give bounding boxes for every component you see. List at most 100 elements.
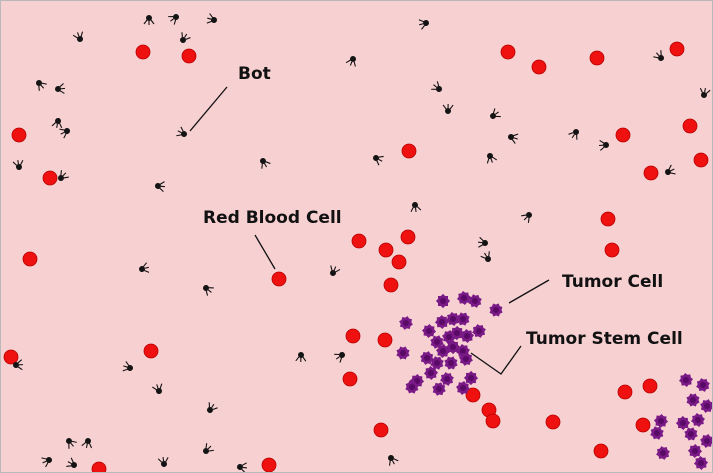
red-blood-cell-icon xyxy=(617,384,633,400)
bot-icon xyxy=(373,155,384,166)
red-blood-cell-icon xyxy=(400,229,416,245)
bot-icon xyxy=(207,402,218,413)
bot-icon xyxy=(237,462,248,472)
tumor-cell-icon xyxy=(650,426,664,440)
bot-icon xyxy=(13,359,24,371)
bot-icon xyxy=(206,13,217,24)
red-blood-cell-icon xyxy=(135,44,151,60)
red-blood-cell-icon xyxy=(377,332,393,348)
red-blood-cell-icon xyxy=(643,165,659,181)
red-blood-cell-icon xyxy=(600,211,616,227)
tumor-cell-icon xyxy=(700,434,712,448)
bot-icon xyxy=(152,383,163,394)
tumor-cell-icon xyxy=(656,446,670,460)
annotation-lines xyxy=(189,86,550,375)
bot-icon xyxy=(442,103,454,114)
bot-pointer-line xyxy=(189,86,228,132)
bot-icon xyxy=(260,158,271,169)
bot-icon xyxy=(180,32,191,43)
tumor-cell-icon xyxy=(463,370,479,386)
tumor-cell-layer xyxy=(396,290,712,471)
red-blood-cell-icon xyxy=(91,461,107,472)
red-blood-cell-icon xyxy=(383,277,399,293)
tumor-cell-icon xyxy=(456,312,470,326)
tumor-cell-icon xyxy=(421,323,437,339)
tumor-cell-icon xyxy=(686,393,700,407)
red-blood-cell-icon xyxy=(271,271,287,287)
tumor-cell-icon xyxy=(432,382,446,396)
bot-icon xyxy=(568,129,579,140)
bot-icon xyxy=(345,56,356,67)
bot-icon xyxy=(139,262,150,273)
tumor-cell-icon xyxy=(434,314,450,330)
tumor-cell-icon xyxy=(472,324,486,338)
red-blood-cell-icon xyxy=(682,118,698,134)
tumor-cell-icon xyxy=(445,339,461,355)
tumor-cell-icon xyxy=(693,455,709,471)
tumor-cell-icon xyxy=(405,380,419,394)
tumor-cell-icon xyxy=(396,346,410,360)
tumor-cell-icon xyxy=(430,356,444,370)
tumor-cell-icon xyxy=(399,316,413,330)
tumor-cell-icon xyxy=(653,413,669,429)
tumor-stem-cell-pointer-line xyxy=(470,345,522,375)
red-blood-cell-icon xyxy=(604,242,620,258)
bot-icon xyxy=(598,139,609,151)
red-blood-cell-icon xyxy=(342,371,358,387)
bot-icon xyxy=(410,202,422,212)
tumor-cell-icon xyxy=(459,352,473,366)
tumor-cell-pointer-line xyxy=(508,279,550,304)
red-blood-cell-icon xyxy=(465,387,481,403)
bot-icon xyxy=(477,236,488,248)
bot-icon xyxy=(508,133,519,144)
bot-icon xyxy=(72,31,84,42)
bot-icon xyxy=(59,128,70,139)
tumor-cell-icon xyxy=(489,303,503,317)
tumor-cell-icon xyxy=(456,290,472,306)
red-blood-cell-icon xyxy=(373,422,389,438)
red-blood-cell-icon xyxy=(378,242,394,258)
bot-icon xyxy=(699,87,711,98)
tumor-cell-icon xyxy=(691,413,705,427)
tumor-cell-label: Tumor Cell xyxy=(562,272,664,292)
tumor-cell-icon xyxy=(678,372,694,388)
red-blood-cell-icon xyxy=(401,143,417,159)
bot-icon xyxy=(41,457,52,468)
bot-icon xyxy=(51,118,63,129)
bot-icon xyxy=(66,438,77,449)
red-blood-cell-icon xyxy=(485,413,501,429)
bot-label: Bot xyxy=(238,64,271,84)
bot-icon xyxy=(521,212,532,223)
tumor-cell-icon xyxy=(696,378,710,392)
red-blood-cell-icon xyxy=(593,443,609,459)
tumor-cell-icon xyxy=(675,415,691,431)
red-blood-cell-icon xyxy=(42,170,58,186)
tumor-cell-icon xyxy=(435,293,451,309)
red-blood-cell-label: Red Blood Cell xyxy=(203,208,342,228)
tumor-cell-icon xyxy=(459,328,475,344)
red-blood-cell-icon xyxy=(3,349,19,365)
bot-icon xyxy=(330,265,341,276)
tumor-cell-icon xyxy=(687,443,703,459)
bot-icon xyxy=(176,126,187,137)
bot-icon xyxy=(486,153,498,164)
red-blood-cell-icon xyxy=(181,48,197,64)
red-blood-cell-icon xyxy=(635,417,651,433)
tumor-cell-icon xyxy=(444,356,458,370)
red-blood-cell-icon xyxy=(589,50,605,66)
tumor-cell-icon xyxy=(456,381,470,395)
bot-icon xyxy=(155,181,166,193)
red-blood-cell-layer xyxy=(3,41,709,472)
red-blood-cell-icon xyxy=(351,233,367,249)
bot-icon xyxy=(143,15,155,25)
bot-icon xyxy=(36,80,47,91)
bot-icon xyxy=(203,443,214,454)
bot-icon xyxy=(653,50,664,61)
red-blood-cell-icon xyxy=(11,127,27,143)
bot-icon xyxy=(81,438,93,449)
bot-icon xyxy=(12,159,24,170)
red-blood-cell-icon xyxy=(500,44,516,60)
bot-icon xyxy=(58,170,69,181)
bot-icon xyxy=(295,352,307,363)
